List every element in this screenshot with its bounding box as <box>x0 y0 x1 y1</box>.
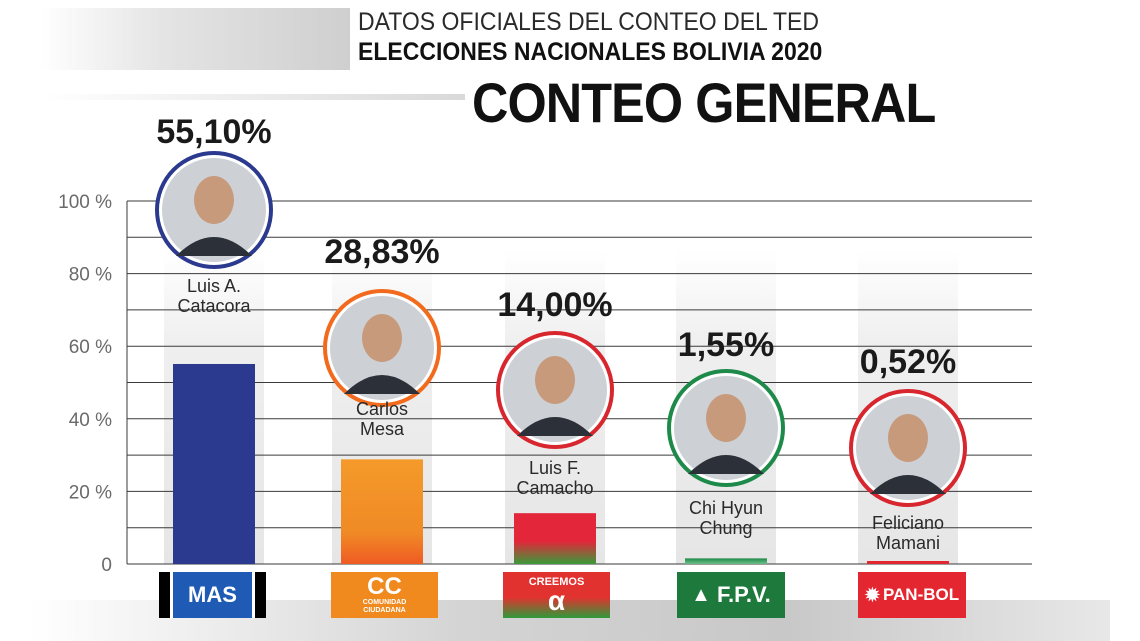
candidate-name: Carlos <box>356 399 408 419</box>
bar-1 <box>341 459 423 564</box>
torch-icon: ▲ <box>691 583 711 606</box>
candidate-name: Catacora <box>177 296 251 316</box>
portrait-icon <box>888 414 928 462</box>
portrait-body-icon <box>870 475 946 494</box>
party-logo-creemos-text: CREEMOS <box>528 576 585 588</box>
portrait-body-icon <box>688 455 764 474</box>
chart-title: CONTEO GENERAL <box>472 71 936 134</box>
title-decor-band <box>40 94 465 100</box>
data-label: 1,55% <box>678 326 774 364</box>
bar-0 <box>173 363 255 564</box>
party-logo-panbol: ✹ PAN-BOL <box>858 572 966 618</box>
header-decor-band <box>40 8 350 70</box>
data-label: 55,10% <box>156 113 271 151</box>
bar-2 <box>514 513 596 564</box>
header-line-1: DATOS OFICIALES DEL CONTEO DEL TED <box>358 8 819 36</box>
candidate-name: Feliciano <box>872 513 944 533</box>
portrait-body-icon <box>517 417 593 436</box>
portrait-icon <box>706 394 746 442</box>
party-logo-fpv: ▲ F.P.V. <box>677 572 785 618</box>
party-logo-creemos: CREEMOS α <box>503 572 610 618</box>
data-label: 14,00% <box>497 286 612 324</box>
portrait-body-icon <box>176 237 252 256</box>
candidate-name: Mesa <box>360 419 405 439</box>
bar-4 <box>867 561 949 564</box>
candidate-name: Luis F. <box>529 458 581 478</box>
y-tick-label: 40 % <box>69 410 112 431</box>
portrait-icon <box>194 176 234 224</box>
candidate-name: Mamani <box>876 533 940 553</box>
data-label: 28,83% <box>324 233 439 271</box>
y-tick-label: 80 % <box>69 265 112 286</box>
party-logo-cc: CC COMUNIDAD CIUDADANA <box>331 572 438 618</box>
candidate-name: Chung <box>699 518 752 538</box>
bar-3 <box>685 558 767 564</box>
party-logo-cc-text: CC <box>367 573 402 600</box>
party-logo-mas: MAS <box>159 572 266 618</box>
party-logo-fpv-text: F.P.V. <box>716 582 771 607</box>
y-tick-label: 60 % <box>69 337 112 358</box>
sun-icon: ✹ <box>864 584 880 605</box>
party-logo-mas-text: MAS <box>173 572 252 618</box>
candidate-name: Chi Hyun <box>689 498 763 518</box>
portrait-icon <box>535 356 575 404</box>
candidate-name: Camacho <box>516 478 593 498</box>
data-label: 0,52% <box>860 343 956 381</box>
y-tick-label: 20 % <box>69 482 112 503</box>
portrait-body-icon <box>344 375 420 394</box>
y-tick-label: 100 % <box>58 192 112 213</box>
party-logo-cc-small-2: CIUDADANA <box>363 607 406 614</box>
header-line-2: ELECCIONES NACIONALES BOLIVIA 2020 <box>358 38 823 66</box>
portrait-icon <box>362 314 402 362</box>
party-logo-cc-small-1: COMUNIDAD <box>362 599 407 606</box>
y-tick-label: 0 <box>101 555 112 576</box>
party-logo-panbol-text: PAN-BOL <box>882 585 960 604</box>
fish-icon: α <box>547 585 566 616</box>
candidate-name: Luis A. <box>187 276 241 296</box>
